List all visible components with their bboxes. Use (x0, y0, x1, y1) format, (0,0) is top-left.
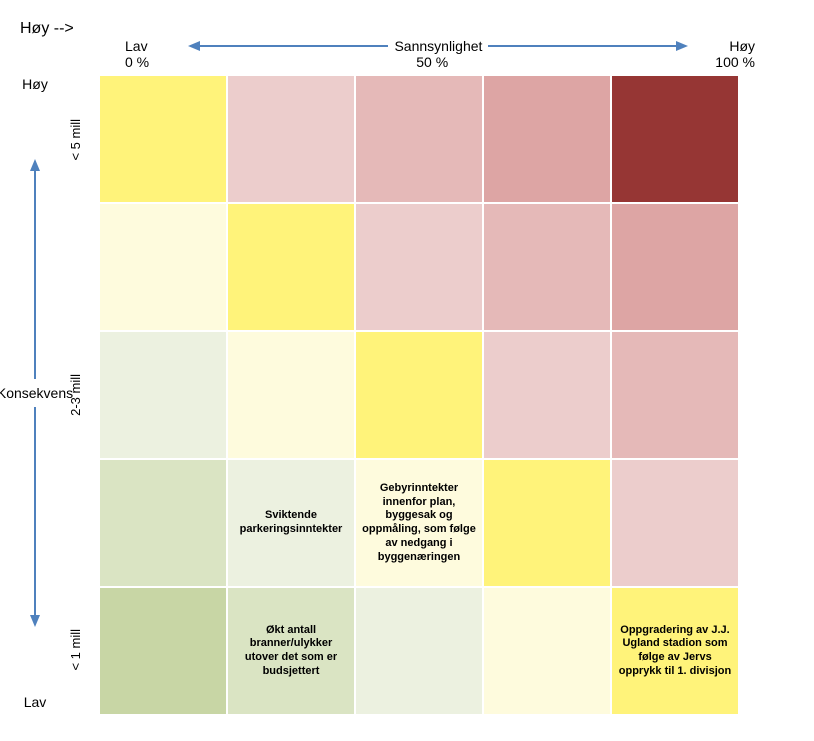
matrix-cell: Sviktende parkeringsinntekter (228, 460, 354, 586)
row-label: < 1 mill (50, 586, 100, 714)
x-axis-header: Lav Sannsynlighet Høy (125, 38, 790, 54)
matrix-cell (484, 332, 610, 458)
matrix-cell (612, 332, 738, 458)
row-label: 2-3 mill (50, 331, 100, 459)
matrix-cell (228, 332, 354, 458)
y-low-label: Lav (24, 694, 47, 710)
row-labels: < 5 mill 2-3 mill < 1 mill (50, 76, 100, 714)
x-low-pct: 0 % (125, 54, 149, 70)
row-label-text: 2-3 mill (68, 374, 83, 416)
matrix-cell (100, 76, 226, 202)
row-label (50, 204, 100, 332)
matrix-grid: Sviktende parkeringsinntekterGebyrinntek… (100, 76, 738, 714)
matrix-cell (100, 204, 226, 330)
matrix-cell (484, 76, 610, 202)
y-arrow-up (28, 159, 42, 379)
x-low-label: Lav (125, 38, 148, 54)
x-high-label: Høy (729, 38, 755, 54)
y-axis-outer: Høy Konsekvens Lav (20, 76, 50, 710)
matrix-cell (356, 332, 482, 458)
matrix-cell (100, 460, 226, 586)
matrix-cell (484, 460, 610, 586)
matrix-cell (100, 588, 226, 714)
matrix-cell (228, 76, 354, 202)
matrix-cell (356, 76, 482, 202)
matrix-cell (612, 76, 738, 202)
row-label: < 5 mill (50, 76, 100, 204)
risk-matrix: Høy --> Lav Sannsynlighet Høy 0 % 50 % 1… (20, 20, 790, 714)
y-arrow-down (28, 407, 42, 627)
matrix-cell (228, 204, 354, 330)
row-label-text: < 1 mill (68, 629, 83, 671)
matrix-cell (484, 588, 610, 714)
matrix-cell (356, 588, 482, 714)
matrix-cell (356, 204, 482, 330)
matrix-cell: Oppgradering av J.J. Ugland stadion som … (612, 588, 738, 714)
x-arrow-left (188, 39, 388, 53)
row-label (50, 459, 100, 587)
x-mid-pct: 50 % (416, 54, 448, 70)
matrix-cell (612, 460, 738, 586)
x-high-pct: 100 % (715, 54, 755, 70)
x-arrow-right (488, 39, 688, 53)
grid-area: Høy Konsekvens Lav < 5 mill 2-3 mill < 1 m… (20, 76, 790, 714)
row-label-text: < 5 mill (68, 119, 83, 161)
matrix-cell: Gebyrinntekter innenfor plan, byggesak o… (356, 460, 482, 586)
matrix-cell (612, 204, 738, 330)
y-high-label: Høy (22, 76, 48, 92)
matrix-cell (100, 332, 226, 458)
x-axis-title: Sannsynlighet (394, 38, 482, 54)
matrix-cell (484, 204, 610, 330)
x-axis-percentages: 0 % 50 % 100 % (125, 54, 755, 70)
matrix-cell: Økt antall branner/ulykker utover det so… (228, 588, 354, 714)
